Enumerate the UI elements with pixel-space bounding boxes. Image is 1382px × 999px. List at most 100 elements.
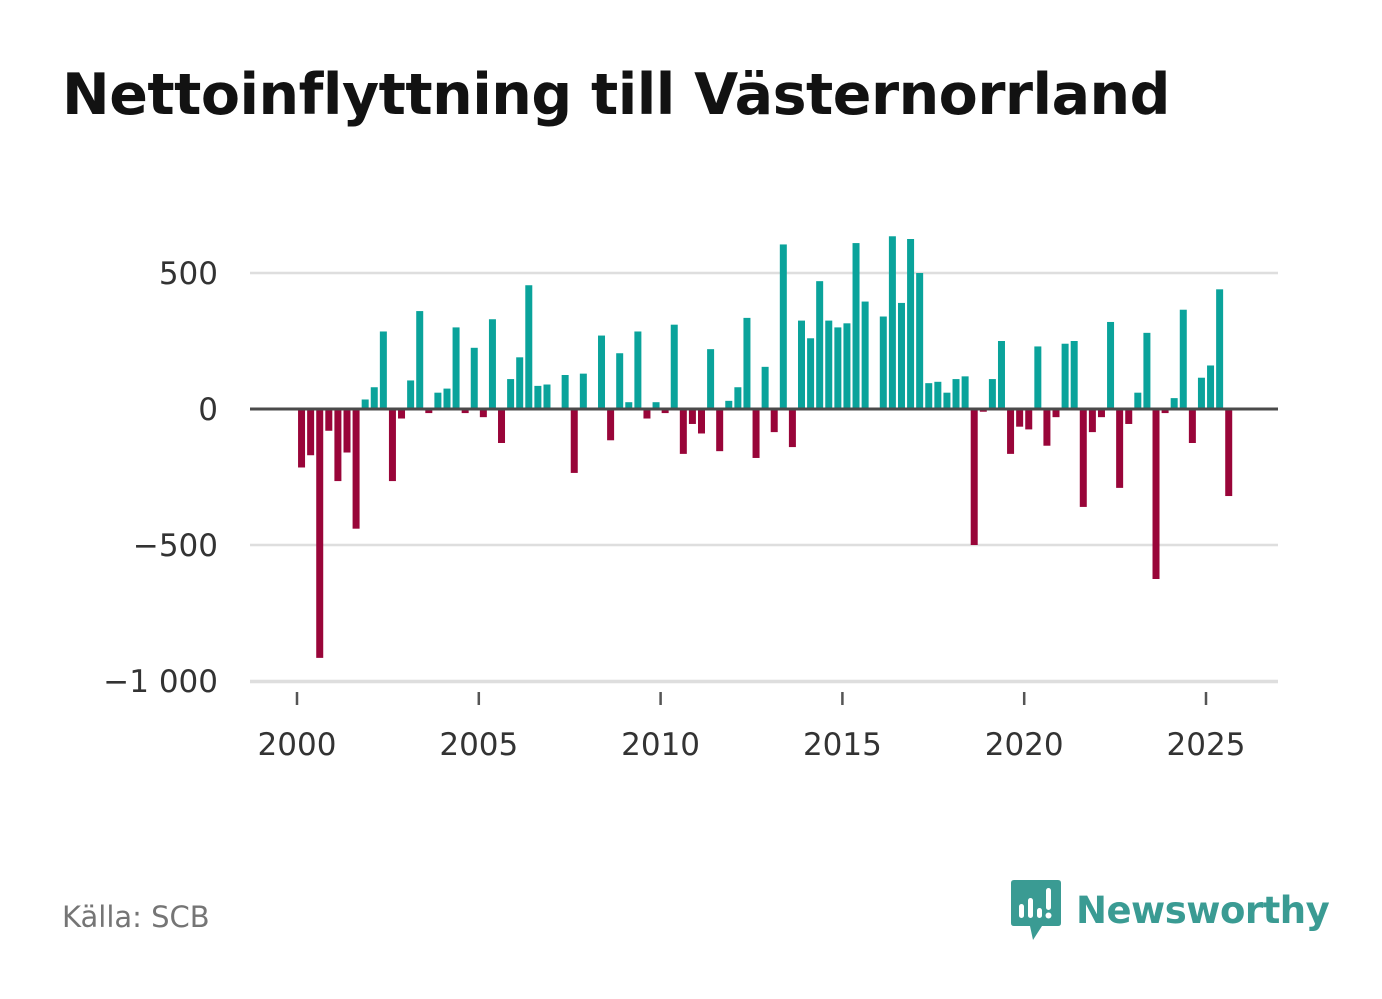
bar: [488, 319, 496, 409]
x-tick-label: 2005: [439, 727, 518, 763]
bar: [634, 331, 642, 409]
bar: [1025, 409, 1033, 430]
bar: [670, 324, 678, 409]
bar: [443, 388, 451, 409]
bar: [598, 335, 606, 409]
bar: [661, 409, 669, 414]
bar: [1043, 409, 1051, 446]
source-note: Källa: SCB: [62, 900, 210, 934]
bar: [997, 341, 1005, 409]
chart-title: Nettoinflyttning till Västernorrland: [62, 62, 1170, 128]
y-tick-label: 0: [198, 392, 218, 428]
bar: [579, 373, 587, 409]
bar: [788, 409, 796, 448]
bar: [779, 244, 787, 409]
bar: [752, 409, 760, 458]
bar: [407, 380, 415, 409]
bar: [770, 409, 778, 433]
bar: [1007, 409, 1015, 454]
bar: [307, 409, 315, 456]
bar: [434, 392, 442, 409]
bar: [725, 400, 733, 409]
bar: [1197, 377, 1205, 409]
bar: [734, 387, 742, 409]
bar: [943, 392, 951, 409]
bar: [561, 375, 569, 409]
bar: [1188, 409, 1196, 443]
bar: [470, 347, 478, 409]
bar: [398, 409, 406, 419]
bar: [861, 301, 869, 409]
bar: [298, 409, 306, 468]
bar: [707, 349, 715, 409]
x-tick-label: 2000: [258, 727, 337, 763]
bar: [798, 320, 805, 409]
brand-name: Newsworthy: [1076, 888, 1330, 932]
bar: [534, 385, 542, 409]
bar: [343, 409, 351, 453]
y-tick-label: −500: [133, 528, 218, 564]
bar: [925, 383, 933, 409]
bar: [379, 331, 387, 409]
bar: [716, 409, 724, 452]
bar: [907, 239, 915, 409]
bar: [679, 409, 687, 454]
bar: [325, 409, 333, 431]
bar: [370, 387, 378, 409]
bar: [607, 409, 615, 441]
bar: [316, 409, 324, 658]
x-tick-label: 2010: [621, 727, 700, 763]
bar: [879, 316, 887, 409]
bar: [652, 402, 660, 409]
bar: [479, 409, 487, 418]
bar: [952, 379, 960, 409]
bar: [516, 357, 524, 409]
tick-labels: 500 0 −500 −1 000 2000 2005 2010 2015 2020 2025: [103, 256, 1245, 763]
brand-logo: Newsworthy: [1010, 878, 1330, 942]
x-tick-label: 2025: [1167, 727, 1246, 763]
bar: [916, 273, 924, 409]
bar: [1088, 409, 1096, 433]
bar: [461, 409, 469, 414]
x-tick-label: 2015: [803, 727, 882, 763]
bar: [1161, 409, 1169, 414]
bar: [543, 384, 551, 409]
bar: [1152, 409, 1160, 579]
bar: [1070, 341, 1078, 409]
bar: [852, 243, 860, 409]
bar: [743, 317, 751, 409]
bar: [1061, 343, 1069, 409]
bar: [334, 409, 342, 482]
bar: [1016, 409, 1024, 427]
bar: [807, 338, 815, 409]
bar: [1107, 321, 1115, 409]
axes: [250, 407, 1278, 705]
bar: [352, 409, 360, 529]
bar: [643, 409, 651, 419]
bar: [988, 379, 996, 409]
bar-series: [298, 236, 1233, 658]
bar: [525, 285, 533, 409]
bar: [970, 409, 978, 545]
bar: [616, 353, 624, 409]
y-tick-label: −1 000: [103, 664, 218, 700]
bar: [1225, 409, 1233, 497]
bar: [1179, 309, 1187, 409]
bar: [1143, 332, 1151, 409]
bar: [688, 409, 696, 424]
bar: [416, 311, 424, 409]
bar: [1052, 409, 1060, 418]
bar: [934, 381, 942, 409]
bar: [625, 402, 633, 409]
bar: [698, 409, 705, 434]
bar: [1079, 409, 1087, 507]
bar: [888, 236, 896, 409]
bar: [1097, 409, 1105, 418]
bar: [388, 409, 396, 482]
newsworthy-logo-icon: [1011, 880, 1061, 940]
bar: [1034, 346, 1042, 409]
bar: [897, 302, 905, 409]
bar: [570, 409, 578, 473]
grid-lines: [250, 271, 1278, 683]
